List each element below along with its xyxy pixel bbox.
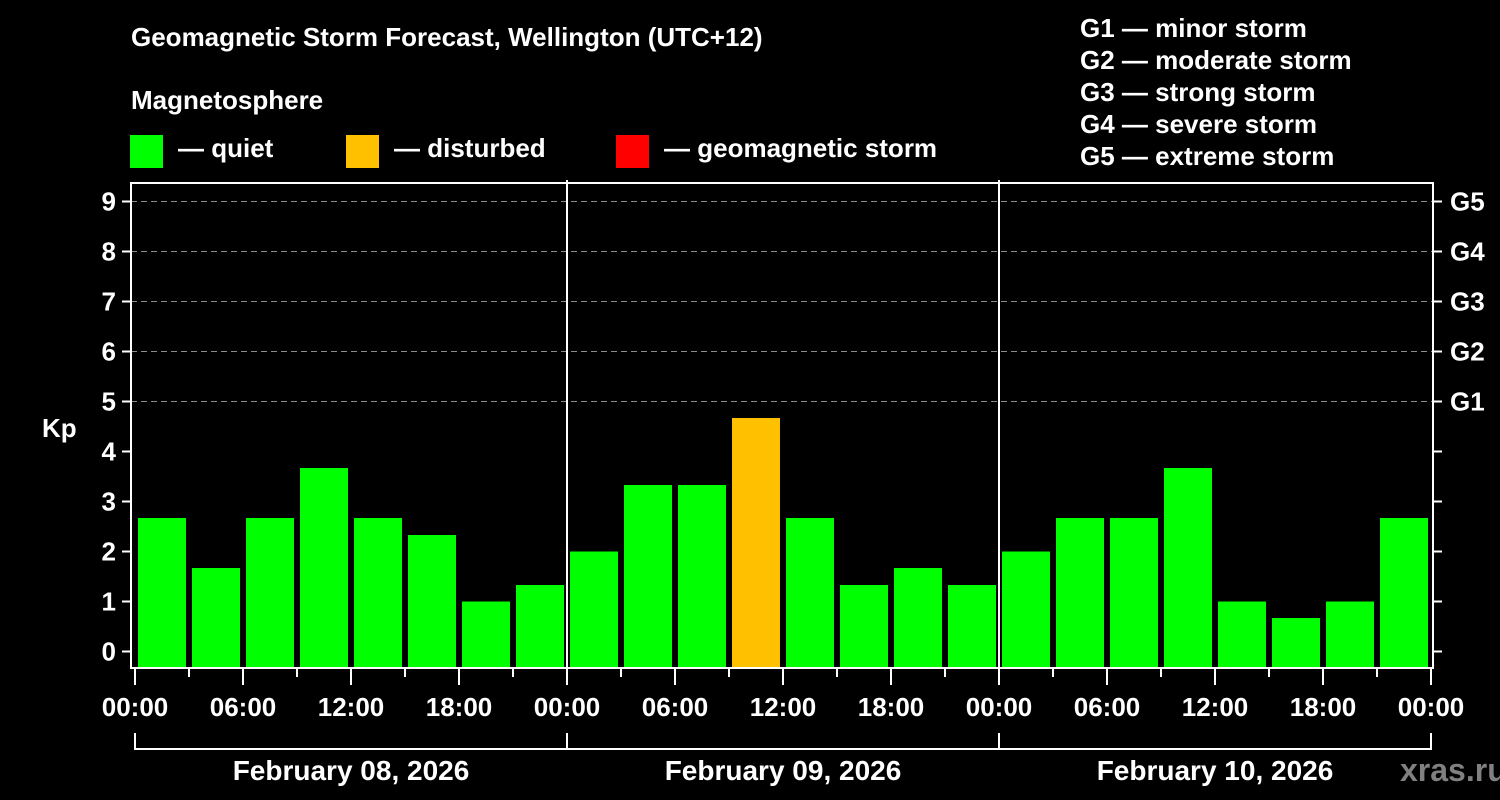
quiet-swatch: [130, 135, 163, 168]
kp-bar: [1002, 551, 1050, 668]
date-label: February 08, 2026: [233, 755, 470, 786]
y-tick-label: 0: [102, 637, 116, 667]
date-label: February 10, 2026: [1097, 755, 1334, 786]
gridlines: [131, 201, 1433, 402]
x-tick-label: 00:00: [966, 692, 1033, 722]
kp-bar: [678, 485, 726, 668]
legend-storm-label: — geomagnetic storm: [664, 133, 938, 163]
legend-title: Magnetosphere: [131, 85, 324, 115]
kp-bar: [840, 585, 888, 668]
x-tick-label: 06:00: [1074, 692, 1141, 722]
bars: [138, 418, 1428, 668]
kp-bar: [300, 468, 348, 668]
kp-bar: [894, 568, 942, 668]
kp-bar: [462, 601, 510, 668]
y-tick-label: 6: [102, 337, 116, 367]
kp-bar: [732, 418, 780, 668]
g-scale-label: G3: [1450, 287, 1485, 317]
kp-bar: [1110, 518, 1158, 668]
g5-legend: G5 — extreme storm: [1080, 141, 1335, 171]
g3-legend: G3 — strong storm: [1080, 77, 1316, 107]
kp-bar: [1272, 618, 1320, 668]
kp-bar: [192, 568, 240, 668]
y-tick-label: 3: [102, 487, 116, 517]
y-tick-label: 2: [102, 537, 116, 567]
x-tick-label: 18:00: [858, 692, 925, 722]
chart-title: Geomagnetic Storm Forecast, Wellington (…: [131, 22, 763, 52]
legend-disturbed-label: — disturbed: [394, 133, 546, 163]
x-tick-label: 12:00: [1182, 692, 1249, 722]
kp-bar: [408, 535, 456, 668]
axis-labels: 0 1 2 3 4 5 6 7 8 9 G1 G2 G3 G4 G5 Kp 00:00 06:00 12:00 18:…: [42, 187, 1485, 787]
x-tick-label: 18:00: [426, 692, 493, 722]
watermark: xras.ru: [1400, 752, 1500, 788]
g2-legend: G2 — moderate storm: [1080, 45, 1352, 75]
kp-bar: [786, 518, 834, 668]
kp-bar: [138, 518, 186, 668]
kp-bar: [1218, 601, 1266, 668]
y-tick-label: 7: [102, 287, 116, 317]
axes: [122, 180, 1442, 750]
g-scale-legend: G1 — minor storm G2 — moderate storm G3 …: [1080, 12, 1352, 172]
kp-bar: [570, 551, 618, 668]
y-tick-label: 4: [102, 437, 117, 467]
g-scale-label: G1: [1450, 387, 1485, 417]
kp-bar: [1380, 518, 1428, 668]
kp-bar: [516, 585, 564, 668]
y-tick-label: 1: [102, 587, 116, 617]
x-tick-label: 06:00: [642, 692, 709, 722]
y-tick-label: 8: [102, 237, 116, 267]
date-bracket: [566, 733, 1000, 750]
x-tick-label: 18:00: [1290, 692, 1357, 722]
x-tick-label: 00:00: [102, 692, 169, 722]
g-scale-label: G5: [1450, 187, 1485, 217]
y-tick-label: 5: [102, 387, 116, 417]
g-scale-label: G2: [1450, 337, 1485, 367]
kp-bar: [1164, 468, 1212, 668]
kp-bar: [948, 585, 996, 668]
g-scale-label: G4: [1450, 237, 1485, 267]
g4-legend: G4 — severe storm: [1080, 109, 1318, 139]
date-bracket: [998, 733, 1432, 750]
storm-swatch: [616, 135, 649, 168]
legend-quiet-label: — quiet: [178, 133, 274, 163]
g1-legend: G1 — minor storm: [1080, 13, 1307, 43]
x-tick-label: 12:00: [750, 692, 817, 722]
x-tick-label: 00:00: [1398, 692, 1465, 722]
x-tick-label: 06:00: [210, 692, 277, 722]
x-tick-label: 00:00: [534, 692, 601, 722]
date-label: February 09, 2026: [665, 755, 902, 786]
y-axis-label: Kp: [42, 413, 77, 443]
disturbed-swatch: [346, 135, 379, 168]
kp-bar: [1056, 518, 1104, 668]
kp-bar: [354, 518, 402, 668]
kp-bar: [1326, 601, 1374, 668]
y-tick-label: 9: [102, 187, 116, 217]
date-bracket: [134, 733, 568, 750]
kp-bar: [246, 518, 294, 668]
x-tick-label: 12:00: [318, 692, 385, 722]
kp-bar: [624, 485, 672, 668]
